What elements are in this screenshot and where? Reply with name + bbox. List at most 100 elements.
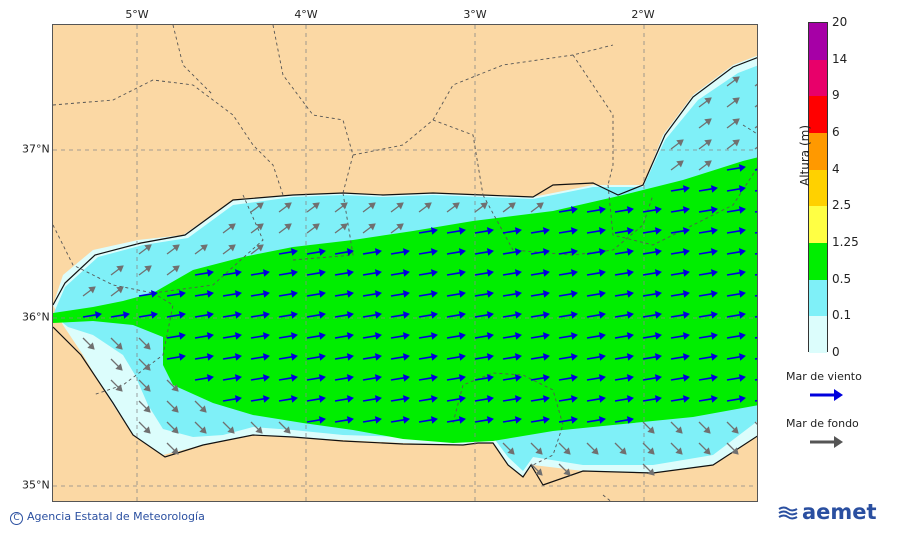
wind-sea-arrow-head (234, 395, 242, 403)
wind-sea-arrow (138, 293, 153, 297)
swell-arrow-head (284, 202, 292, 210)
wind-sea-arrow (110, 314, 125, 318)
wind-sea-arrow (530, 398, 545, 402)
aemet-logo-text: aemet (802, 500, 877, 524)
wind-sea-arrow-head (458, 416, 466, 424)
wind-sea-arrow (250, 314, 265, 318)
swell-arrow-head (731, 426, 739, 434)
wind-sea-arrow (558, 209, 573, 213)
wind-sea-arrow-head (206, 311, 214, 319)
wind-sea-arrow-head (738, 185, 746, 193)
wind-sea-arrow (418, 251, 433, 255)
swell-arrow-head (115, 363, 123, 371)
wind-sea-arrow-head (570, 248, 578, 256)
wind-sea-arrow (362, 398, 377, 402)
swell-arrow-head (732, 118, 740, 126)
swell-arrow-head (704, 139, 712, 147)
swell-arrow (698, 421, 707, 430)
wind-sea-arrow (530, 419, 545, 423)
wind-sea-arrow (362, 419, 377, 423)
swell-arrow (138, 247, 148, 255)
colorbar-tick-label: 2.5 (832, 198, 852, 213)
swell-arrow (166, 268, 176, 276)
swell-arrow (250, 421, 259, 430)
wind-sea-arrow-head (486, 374, 494, 382)
wind-sea-arrow (222, 377, 237, 381)
colorbar-tick-label: 0.1 (832, 308, 852, 323)
wind-sea-arrow-head (458, 374, 466, 382)
wind-sea-arrow-head (486, 269, 494, 277)
wind-sea-arrow (250, 377, 265, 381)
swell-arrow-head (171, 405, 179, 413)
wind-sea-arrow (558, 335, 573, 339)
wind-sea-arrow-head (430, 416, 438, 424)
wind-sea-arrow (698, 293, 713, 297)
colorbar-tick-label: 0.5 (832, 271, 852, 286)
swell-arrow (194, 247, 204, 255)
swell-arrow-head (703, 447, 711, 455)
wind-sea-arrow-head (626, 311, 634, 319)
wind-sea-arrow-head (598, 206, 606, 214)
wind-sea-arrow-head (346, 332, 354, 340)
wind-sea-arrow-head (514, 395, 522, 403)
wind-sea-arrow-head (654, 353, 662, 361)
swell-arrow-head (507, 447, 515, 455)
wind-sea-arrow (362, 293, 377, 297)
swell-arrow-head (396, 202, 404, 210)
map-canvas (53, 25, 757, 501)
wind-sea-arrow-head (542, 395, 550, 403)
wind-sea-arrow (474, 251, 489, 255)
swell-arrow (222, 247, 232, 255)
wind-arrows (82, 164, 757, 424)
wind-sea-arrow (586, 272, 601, 276)
wind-sea-arrow (726, 356, 741, 360)
swell-arrow (250, 205, 260, 213)
wind-sea-arrow (558, 251, 573, 255)
wind-sea-arrow (502, 230, 517, 234)
swell-arrow-head (368, 202, 376, 210)
wind-sea-arrow (558, 314, 573, 318)
swell-arrow-head (115, 384, 123, 392)
wind-sea-arrow-head (514, 248, 522, 256)
wind-sea-arrow-head (654, 374, 662, 382)
swell-arrow (502, 442, 511, 451)
wind-sea-arrow-head (626, 248, 634, 256)
swell-arrow (306, 205, 316, 213)
wind-sea-arrow-head (94, 311, 102, 319)
wind-sea-arrow (390, 356, 405, 360)
wind-sea-arrow-head (402, 269, 410, 277)
swell-arrow (530, 463, 539, 472)
wind-sea-arrow-head (542, 227, 550, 235)
wind-sea-arrow (306, 251, 321, 255)
wind-sea-arrow (194, 356, 209, 360)
swell-arrow-head (116, 265, 124, 273)
swell-arrow-head (396, 223, 404, 231)
colorbar-tick-label: 6 (832, 125, 840, 139)
wind-sea-arrow-head (290, 374, 298, 382)
wind-sea-arrow (334, 419, 349, 423)
wind-sea-arrow-head (262, 269, 270, 277)
swell-arrow (754, 83, 757, 87)
wind-sea-arrow-head (402, 353, 410, 361)
wind-sea-arrow-head (178, 332, 186, 340)
swell-arrow (446, 205, 456, 213)
wind-sea-arrow-head (682, 185, 690, 193)
wind-sea-arrow (698, 272, 713, 276)
wind-sea-arrow (586, 230, 601, 234)
wind-sea-arrow (642, 377, 657, 381)
swell-arrow-head (115, 342, 123, 350)
wind-sea-arrow-head (542, 374, 550, 382)
swell-arrow (278, 226, 288, 234)
wind-sea-arrow-head (206, 290, 214, 298)
colorbar-segment (809, 279, 827, 317)
wind-sea-arrow (418, 272, 433, 276)
wind-sea-arrow-head (374, 248, 382, 256)
wind-sea-arrow (306, 335, 321, 339)
wind-sea-arrow (558, 230, 573, 234)
swell-arrow (670, 421, 679, 430)
wind-sea-arrow-head (178, 290, 186, 298)
wind-sea-arrow (474, 230, 489, 234)
wind-sea-arrow (530, 314, 545, 318)
wind-sea-arrow-head (374, 374, 382, 382)
wind-sea-arrow-head (654, 311, 662, 319)
